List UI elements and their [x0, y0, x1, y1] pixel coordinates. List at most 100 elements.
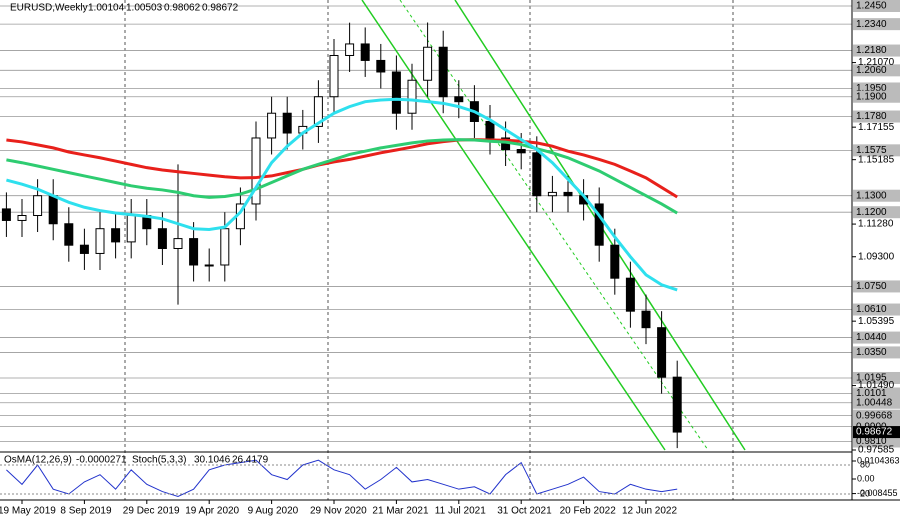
level-label: 1.1950: [856, 83, 887, 94]
level-box: [853, 346, 900, 359]
candle-body: [329, 54, 339, 98]
candle-body: [173, 238, 183, 249]
level-label: 1.1200: [856, 207, 887, 218]
level-box: [853, 280, 900, 293]
level-label: 1.1780: [856, 111, 887, 122]
candle-body: [594, 203, 604, 246]
candle-body: [454, 96, 464, 103]
stoch-label: Stoch(5,3,3): [132, 455, 186, 466]
y-tick-label: 0.97585: [858, 445, 895, 456]
candle-body: [251, 137, 261, 205]
level-label: 0.99668: [856, 410, 893, 421]
candle-body: [532, 152, 542, 197]
candle-body: [547, 191, 557, 197]
candle-body: [516, 149, 526, 154]
level-box: [853, 435, 900, 448]
y-tick-label: 1.11280: [858, 219, 894, 230]
candle-body: [1, 208, 11, 221]
y-tick-label: 1.17155: [858, 122, 895, 133]
level-label: 0.9810: [856, 436, 887, 447]
osma-tick-label: -0.008455: [857, 488, 898, 498]
candle-body: [64, 223, 74, 246]
levels: [0, 5, 852, 442]
level-label: 1.2180: [856, 45, 887, 56]
y-tick-label: 1.05395: [858, 316, 895, 327]
stoch-main: 30.1046: [194, 455, 231, 466]
level-label: 1.2340: [856, 19, 887, 30]
x-tick-label: 20 Feb 2022: [560, 506, 617, 517]
level-box: [853, 189, 900, 202]
x-tick-label: 29 Dec 2019: [123, 506, 180, 517]
candle-body: [376, 59, 386, 73]
candle-body: [423, 46, 433, 81]
y-tick-label: 1.21070: [858, 57, 895, 68]
chart-title: EURUSD,Weekly: [10, 3, 88, 14]
level-label: 1.0610: [856, 304, 887, 315]
level-box: [853, 206, 900, 219]
candle-body: [485, 120, 495, 139]
level-label: 1.2450: [856, 1, 887, 12]
level-box: [853, 331, 900, 344]
level-box: [853, 371, 900, 384]
stoch-signal: 26.4179: [232, 455, 269, 466]
ohlc-high: 1.00503: [126, 3, 163, 14]
channel-mid: [399, 0, 709, 451]
candle-body: [610, 244, 620, 279]
level-label: 1.00448: [856, 397, 893, 408]
price-label: 0.98672: [856, 427, 893, 438]
x-tick-label: 8 Sep 2019: [60, 506, 112, 517]
candle-body: [95, 228, 105, 254]
stoch-line: [6, 459, 678, 497]
time-grid: [124, 0, 734, 500]
osma-tick-label: 0.00: [857, 473, 875, 483]
level-label: 1.0440: [856, 332, 887, 343]
candle-body: [360, 43, 370, 61]
level-label: 1.0195: [856, 373, 887, 384]
candle-body: [282, 112, 292, 134]
candle-body: [625, 277, 635, 312]
candle-body: [313, 96, 323, 127]
candle-body: [407, 79, 417, 114]
x-tick-label: 19 Apr 2020: [185, 506, 239, 517]
ohlc-close: 0.98672: [202, 3, 239, 14]
candle-body: [17, 215, 27, 221]
level-box: [853, 303, 900, 316]
osma-tick-label: 0.0104363: [857, 455, 900, 465]
x-tick-label: 19 May 2019: [0, 506, 56, 517]
candle-body: [672, 376, 682, 433]
level-box: [853, 396, 900, 409]
level-box: [853, 44, 900, 57]
moving-average: [6, 138, 678, 199]
stoch-level-label: 20: [860, 488, 870, 498]
plot: [1, 22, 682, 497]
level-box: [853, 64, 900, 77]
level-box: [853, 90, 900, 103]
candle-body: [48, 195, 58, 225]
moving-average: [6, 97, 678, 292]
level-label: 1.1575: [856, 145, 887, 156]
candle-body: [391, 71, 401, 114]
y-tick-label: 1.15185: [858, 154, 895, 165]
candle-body: [267, 112, 277, 139]
candle-body: [189, 238, 199, 266]
y-tick-label: 1.01490: [858, 380, 895, 391]
osma-label: OsMA(12,26,9): [4, 455, 72, 466]
x-tick-label: 29 Nov 2020: [310, 506, 367, 517]
candle-body: [657, 327, 667, 378]
y-tick-label: 1.09300: [858, 251, 895, 262]
level-label: 1.1300: [856, 190, 887, 201]
x-tick-label: 11 Jul 2021: [435, 506, 486, 517]
level-label: 1.2060: [856, 65, 887, 76]
level-box: [853, 110, 900, 123]
candle-body: [204, 264, 214, 267]
price-box: [853, 426, 900, 439]
level-box: [853, 144, 900, 157]
level-label: 1.1900: [856, 91, 887, 102]
candle-body: [33, 195, 43, 217]
x-tick-label: 31 Oct 2021: [497, 506, 552, 517]
candle-body: [126, 215, 136, 243]
moving-average: [6, 138, 678, 215]
level-label: 1.0101: [856, 388, 887, 399]
candle-body: [641, 310, 651, 329]
